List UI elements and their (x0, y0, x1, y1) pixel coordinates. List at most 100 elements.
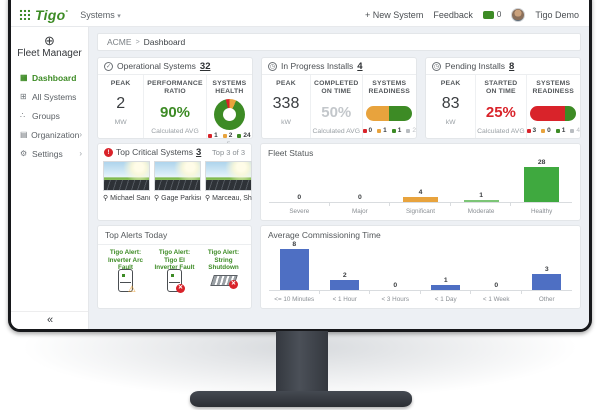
sidebar-footer: « (11, 311, 88, 329)
sidebar-item-all-systems[interactable]: ⊞ All Systems (11, 87, 88, 106)
bar-severe[interactable]: 0 Severe (269, 162, 330, 216)
column-label: PEAK (440, 80, 461, 87)
peak-unit: kW (445, 119, 456, 126)
system-photo[interactable] (103, 161, 150, 191)
legend-item-unknown: 4 (570, 127, 580, 134)
readiness-segment (530, 106, 565, 121)
chart-title: Fleet Status (268, 148, 314, 158)
sidebar-item-groups[interactable]: ∴ Groups (11, 106, 88, 125)
systems-menu[interactable]: Systems ▾ (80, 10, 121, 20)
system-name-link[interactable]: Gage Parkison (161, 194, 201, 202)
legend-dot (237, 133, 242, 138)
card-count-link[interactable]: 8 (509, 60, 515, 72)
location-pin-icon: ⚲ (205, 195, 211, 202)
system-photo[interactable] (154, 161, 201, 191)
card-header: ! Top Critical Systems 3 Top 3 of 3 (98, 144, 251, 160)
sidebar-item-dashboard[interactable]: ▦ Dashboard (11, 68, 88, 87)
bar-significant[interactable]: 4 Significant (390, 162, 451, 216)
chat-button[interactable]: 0 (482, 10, 502, 19)
clock-icon: ◷ (432, 61, 441, 71)
bar-value-label: 1 (479, 192, 483, 199)
bar-moderate[interactable]: 1 Moderate (451, 162, 512, 216)
sidebar-item-label: Organization (31, 129, 80, 140)
alert-string-shutdown[interactable]: Tigo Alert: String Shutdown ✕ (199, 249, 248, 295)
legend-dot (526, 128, 531, 133)
pager-range[interactable]: Top 3 of 3 (212, 147, 245, 157)
sidebar-item-organization[interactable]: ▤ Organization › (11, 125, 88, 144)
readiness-bar[interactable] (366, 106, 413, 121)
column-label: SYSTEMS READINESS (368, 80, 410, 95)
health-legend: 1 2 24 (207, 132, 252, 139)
completed-on-time-column: COMPLETED ON TIME 50% Calculated AVG (311, 75, 363, 138)
x-tick-label: < 1 Week (482, 296, 510, 303)
legend-dot (208, 133, 213, 138)
bar (279, 249, 309, 290)
user-menu[interactable]: Tigo Demo (535, 9, 579, 20)
legend-count: 2 (412, 127, 416, 134)
legend-count: 0 (547, 127, 551, 134)
organization-icon: ▤ (20, 130, 28, 139)
breadcrumb-root[interactable]: ACME (107, 37, 132, 47)
readiness-bar[interactable] (530, 106, 577, 121)
sidebar-item-label: Dashboard (32, 72, 77, 83)
calculated-avg-note: Calculated AVG (312, 128, 360, 135)
alert-inverter-arc-fault[interactable]: Tigo Alert: Inverter Arc Fault ⚠ (101, 249, 150, 295)
legend-dot (377, 128, 382, 133)
bar-1-week[interactable]: 0 < 1 Week (471, 244, 522, 304)
x-tick-label: < 3 Hours (381, 296, 409, 303)
systems-health-donut[interactable] (213, 99, 245, 130)
alert-ei-inverter-fault[interactable]: Tigo Alert: Tigo EI Inverter Fault ✕ (150, 249, 199, 295)
peak-column: PEAK 83 kW (426, 75, 477, 138)
chat-count: 0 (496, 10, 502, 19)
critical-thumbnails: ⚲Michael Sanders ⚲Gage Parkison ⚲Marceau… (98, 160, 252, 202)
performance-ratio-value: 90% (159, 104, 191, 121)
sidebar-item-settings[interactable]: ⚙ Settings › (11, 144, 88, 163)
card-count-link[interactable]: 3 (196, 146, 202, 158)
kpi-row: ✓ Operational Systems 32 PEAK 2 MW PE (97, 57, 581, 148)
readiness-legend: 0 1 1 2 (362, 127, 416, 134)
legend-item: 0 (541, 127, 551, 134)
bar-major[interactable]: 0 Major (330, 162, 391, 216)
sidebar-collapse-button[interactable]: « (46, 314, 53, 326)
chat-bubble-icon (482, 10, 494, 19)
bar-1-day[interactable]: 1 < 1 Day (421, 244, 472, 304)
bar-value-label: 0 (393, 282, 398, 289)
x-tick-label: Significant (405, 208, 436, 215)
bar-healthy[interactable]: 28 Healthy (511, 159, 572, 216)
breadcrumb-current: Dashboard (143, 37, 186, 47)
column-label: SYSTEMS HEALTH (212, 80, 247, 95)
performance-ratio-column: PERFORMANCE RATIO 90% Calculated AVG (144, 75, 207, 138)
peak-value: 83 (441, 95, 460, 112)
check-circle-icon: ✓ (104, 61, 113, 71)
chevron-right-icon: › (79, 130, 82, 139)
card-in-progress-installs: ◷ In Progress Installs 4 PEAK 338 kW (261, 57, 417, 139)
column-label: PERFORMANCE RATIO (147, 80, 203, 95)
system-name-link[interactable]: Michael Sanders (110, 194, 150, 202)
x-tick-label: Other (538, 296, 555, 303)
system-photo[interactable] (205, 161, 252, 191)
card-count-link[interactable]: 32 (199, 60, 211, 72)
bar (402, 197, 439, 202)
bar-3-hours[interactable]: 0 < 3 Hours (370, 244, 421, 304)
fleet-status-chart: 0 Severe 0 Major 4 Significant 1 Moderate 28 Heal… (269, 159, 572, 216)
apps-grid-icon[interactable] (19, 9, 30, 20)
card-fleet-status: Fleet Status 0 Severe 0 Major 4 Significant 1 M… (260, 143, 581, 221)
bar-1-hour[interactable]: 2 < 1 Hour (320, 244, 371, 304)
bar-value-label: 0 (494, 282, 499, 289)
bar-value-label: 0 (358, 194, 362, 201)
legend-item: 2 (222, 132, 232, 139)
card-count-link[interactable]: 4 (357, 60, 363, 72)
feedback-button[interactable]: Feedback (433, 9, 473, 20)
legend-dot (362, 128, 367, 133)
new-system-button[interactable]: + New System (365, 9, 424, 20)
system-name-link[interactable]: Marceau, Shan... (212, 194, 252, 202)
bar-value-label: 28 (537, 159, 546, 166)
card-title: Operational Systems (117, 61, 196, 71)
bar-10-minutes[interactable]: 8 <= 10 Minutes (269, 241, 320, 304)
avatar[interactable] (511, 7, 526, 22)
top-header: Tigo° Systems ▾ + New System Feedback 0 … (11, 3, 589, 27)
tigo-logo[interactable]: Tigo° (35, 6, 69, 23)
column-label: PEAK (276, 80, 296, 87)
bar-other[interactable]: 3 Other (522, 244, 573, 304)
calculated-avg-note: Calculated AVG (151, 128, 199, 135)
